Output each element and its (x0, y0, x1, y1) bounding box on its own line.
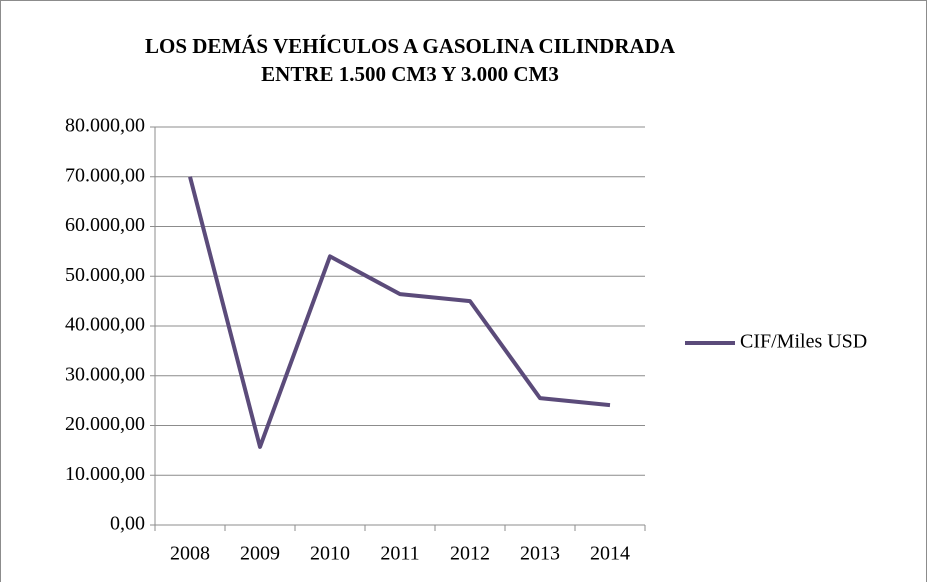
chart-title: ENTRE 1.500 CM3 Y 3.000 CM3 (261, 62, 559, 86)
x-tick-label: 2010 (310, 543, 350, 565)
y-tick-label: 60.000,00 (65, 214, 145, 236)
legend-label: CIF/Miles USD (740, 331, 867, 353)
y-tick-label: 30.000,00 (65, 363, 145, 385)
x-tick-label: 2008 (170, 543, 210, 565)
y-tick-label: 10.000,00 (65, 463, 145, 485)
y-tick-label: 50.000,00 (65, 264, 145, 286)
x-tick-label: 2014 (590, 543, 630, 565)
y-tick-label: 70.000,00 (65, 164, 145, 186)
x-tick-label: 2011 (380, 543, 419, 565)
y-tick-label: 0,00 (110, 513, 145, 535)
y-tick-label: 80.000,00 (65, 115, 145, 137)
x-tick-label: 2009 (240, 543, 280, 565)
x-tick-label: 2012 (450, 543, 490, 565)
line-series (188, 176, 611, 449)
x-tick-label: 2013 (520, 543, 560, 565)
chart-title: LOS DEMÁS VEHÍCULOS A GASOLINA CILINDRAD… (145, 34, 676, 58)
y-tick-label: 20.000,00 (65, 413, 145, 435)
y-tick-label: 40.000,00 (65, 314, 145, 336)
